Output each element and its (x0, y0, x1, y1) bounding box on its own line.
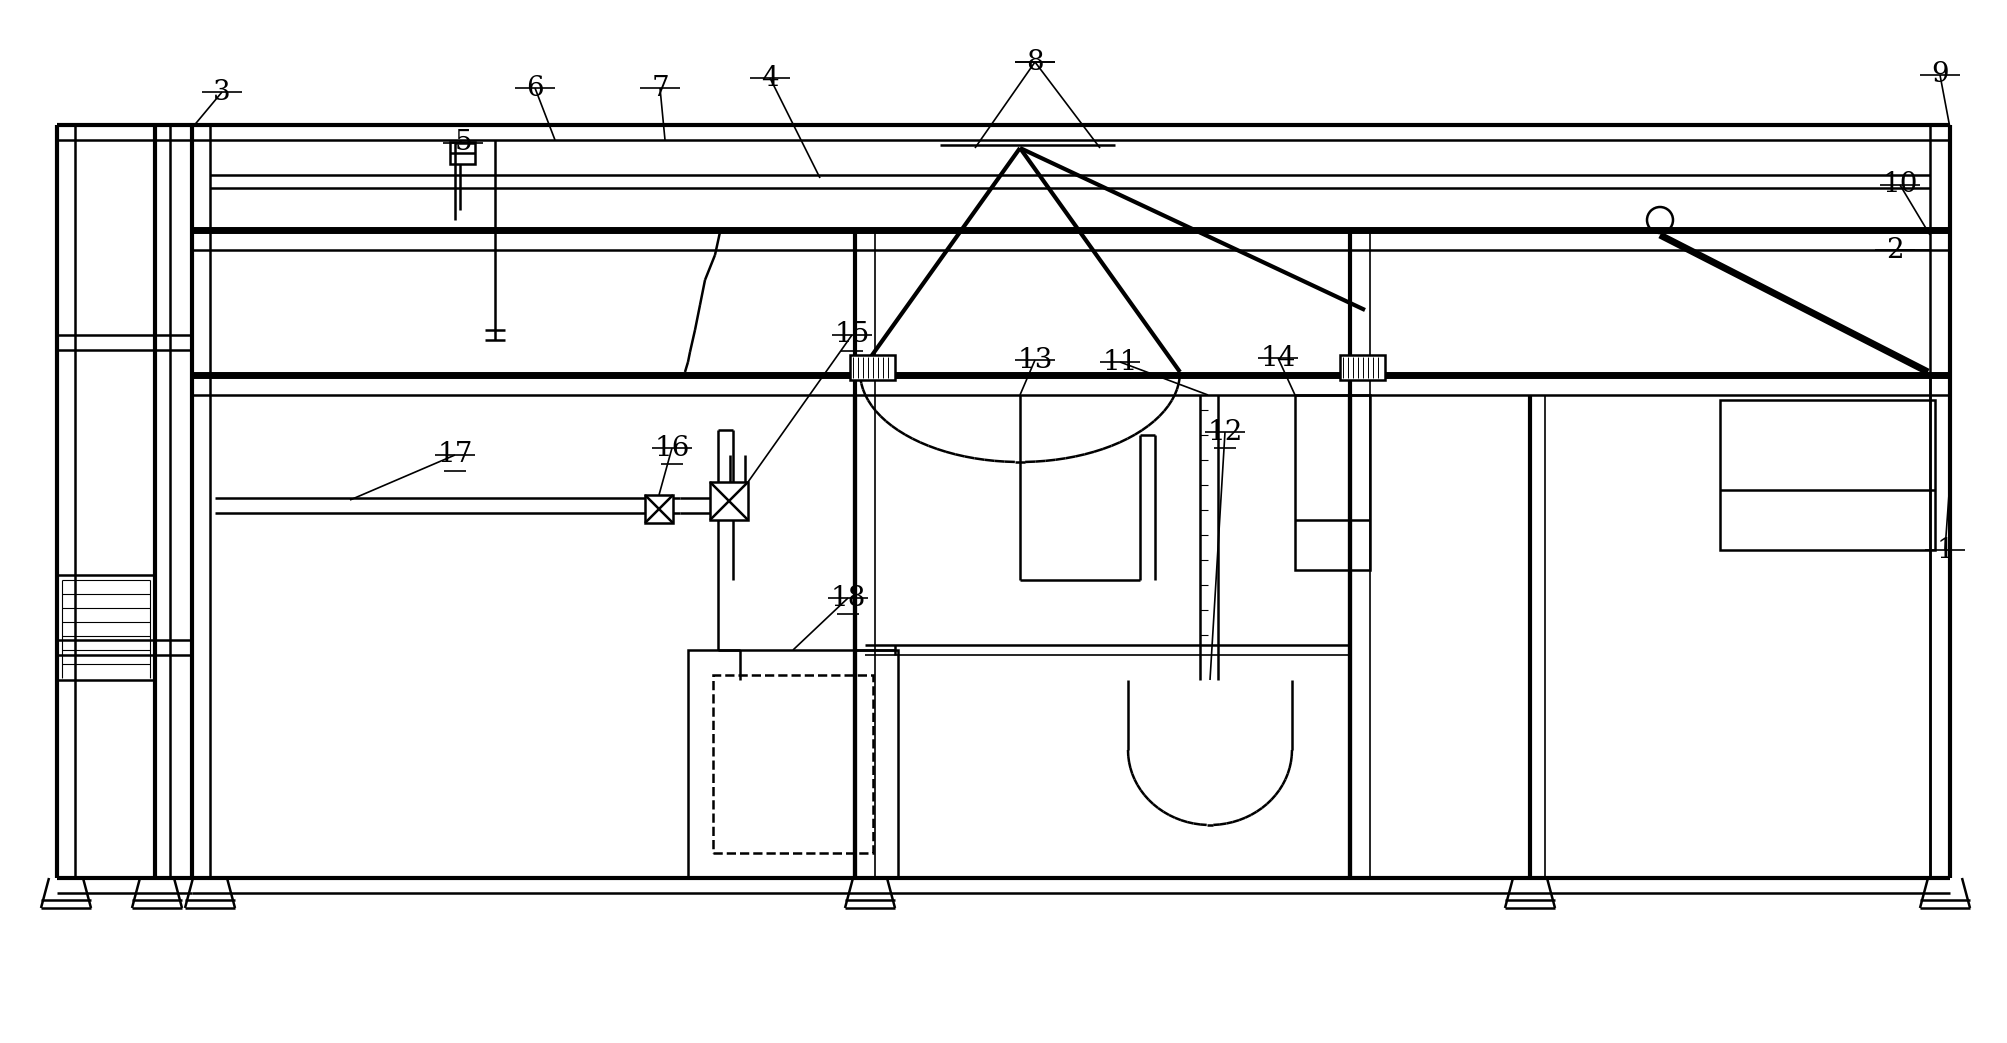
Text: 1: 1 (1937, 536, 1955, 563)
Text: 8: 8 (1026, 49, 1044, 75)
Bar (1720, 401, 1935, 550)
Bar (688, 650, 897, 878)
Text: 16: 16 (654, 435, 690, 461)
Text: 7: 7 (650, 74, 668, 101)
Text: 15: 15 (835, 321, 869, 348)
Text: 9: 9 (1931, 62, 1949, 89)
Text: 6: 6 (526, 74, 544, 101)
Bar (712, 675, 873, 853)
Text: 2: 2 (1887, 237, 1905, 264)
Text: 3: 3 (213, 78, 231, 105)
Text: 13: 13 (1018, 346, 1054, 373)
Bar (710, 482, 749, 520)
Bar (1341, 355, 1385, 380)
Text: 18: 18 (831, 584, 865, 611)
Text: 17: 17 (438, 441, 474, 468)
Text: 12: 12 (1208, 418, 1242, 445)
Bar (1295, 395, 1371, 571)
Text: 10: 10 (1883, 171, 1919, 198)
Text: 11: 11 (1102, 348, 1138, 375)
Bar (450, 142, 476, 164)
Text: 5: 5 (454, 129, 472, 156)
Bar (851, 355, 895, 380)
Text: 14: 14 (1260, 344, 1297, 371)
Text: 4: 4 (761, 65, 779, 92)
Bar (644, 495, 672, 523)
